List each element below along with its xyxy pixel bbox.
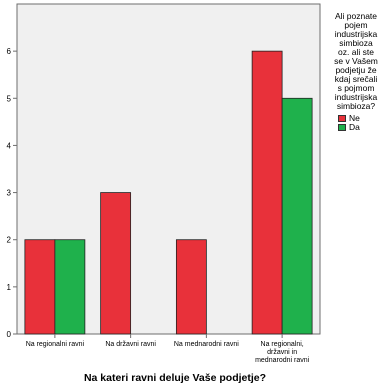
legend-swatch-ne	[338, 115, 346, 122]
legend-title-line: s pojmom	[337, 83, 375, 93]
x-axis-title: Na kateri ravni deluje Vaše podjetje?	[84, 372, 266, 384]
legend-label-da: Da	[349, 122, 360, 132]
legend-title-line: Ali poznate	[334, 11, 378, 21]
legend-item-da: Da	[338, 123, 387, 132]
y-tick-label: 1	[7, 283, 12, 292]
y-tick-label: 6	[7, 47, 12, 56]
legend: Ali poznate pojem industrijska simbioza oz. …	[325, 12, 387, 132]
legend-label-ne: Ne	[349, 113, 360, 123]
bar-ne-1	[100, 192, 132, 335]
bars	[24, 50, 313, 335]
y-tick-label: 4	[7, 141, 12, 150]
x-tick-label: Na regionalni ravni	[26, 341, 85, 348]
x-axis: Na regionalni ravni Na državni ravni Na me…	[26, 334, 310, 364]
legend-title-line: podjetju že	[335, 65, 377, 75]
legend-title-line: pojem	[344, 20, 368, 30]
x-tick-label: Na regionalni, državni in mednarodni ravni	[255, 341, 310, 364]
legend-title-line: oz. ali ste	[338, 47, 374, 57]
bar-ne-0	[24, 239, 56, 335]
legend-title-line: simbioza?	[336, 101, 376, 111]
y-tick-label: 0	[7, 330, 12, 339]
legend-items: Ne Da	[325, 114, 387, 132]
legend-item-ne: Ne	[338, 114, 387, 123]
legend-title-line: industrijska	[334, 92, 378, 102]
bar-da-3	[281, 97, 313, 335]
legend-title: Ali poznate pojem industrijska simbioza oz. …	[325, 12, 387, 111]
x-tick-label: Na mednarodni ravni	[174, 341, 239, 348]
bar-ne-3	[251, 50, 283, 335]
y-tick-label: 2	[7, 236, 12, 245]
y-tick-label: 3	[7, 189, 12, 198]
legend-title-line: industrijska	[334, 29, 378, 39]
bar-da-0	[54, 239, 86, 335]
y-tick-label: 5	[7, 94, 12, 103]
legend-title-line: se v Vašem	[334, 56, 378, 66]
bar-ne-2	[175, 239, 207, 335]
legend-swatch-da	[338, 124, 346, 131]
y-axis: 0 1 2 3 4 5 6	[7, 47, 17, 339]
legend-title-line: simbioza	[339, 38, 373, 48]
legend-title-line: kdaj srečali	[334, 74, 378, 84]
x-tick-label: Na državni ravni	[105, 341, 156, 348]
